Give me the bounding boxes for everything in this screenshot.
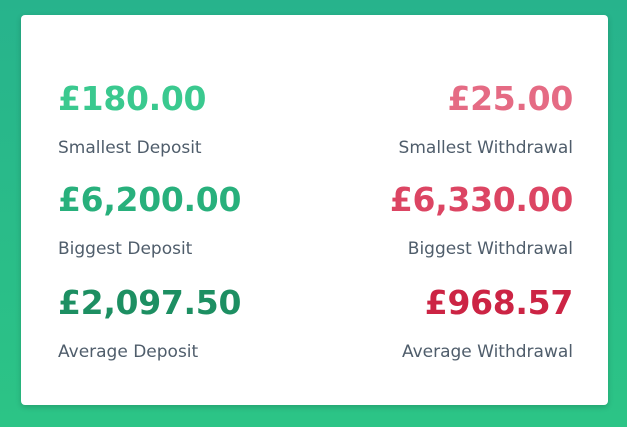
average-deposit-label: Average Deposit xyxy=(58,342,199,362)
smallest-deposit-stat: £180.00 Smallest Deposit xyxy=(58,79,358,159)
average-deposit-stat: £2,097.50 Average Deposit xyxy=(58,283,358,363)
stats-card: £180.00 Smallest Deposit £25.00 Smallest… xyxy=(21,15,608,405)
biggest-withdrawal-amount: £6,330.00 xyxy=(389,180,573,219)
biggest-deposit-label: Biggest Deposit xyxy=(58,239,193,259)
smallest-withdrawal-stat: £25.00 Smallest Withdrawal xyxy=(273,79,574,159)
biggest-withdrawal-stat: £6,330.00 Biggest Withdrawal xyxy=(273,180,573,260)
biggest-withdrawal-label: Biggest Withdrawal xyxy=(407,239,573,259)
smallest-deposit-label: Smallest Deposit xyxy=(58,138,202,158)
smallest-withdrawal-label: Smallest Withdrawal xyxy=(398,138,573,158)
biggest-deposit-stat: £6,200.00 Biggest Deposit xyxy=(58,180,358,260)
average-deposit-amount: £2,097.50 xyxy=(58,283,242,322)
average-withdrawal-label: Average Withdrawal xyxy=(401,342,573,362)
smallest-deposit-amount: £180.00 xyxy=(58,79,207,118)
smallest-withdrawal-amount: £25.00 xyxy=(447,79,573,118)
biggest-deposit-amount: £6,200.00 xyxy=(58,180,242,219)
average-withdrawal-stat: £968.57 Average Withdrawal xyxy=(273,283,573,363)
average-withdrawal-amount: £968.57 xyxy=(424,283,574,322)
